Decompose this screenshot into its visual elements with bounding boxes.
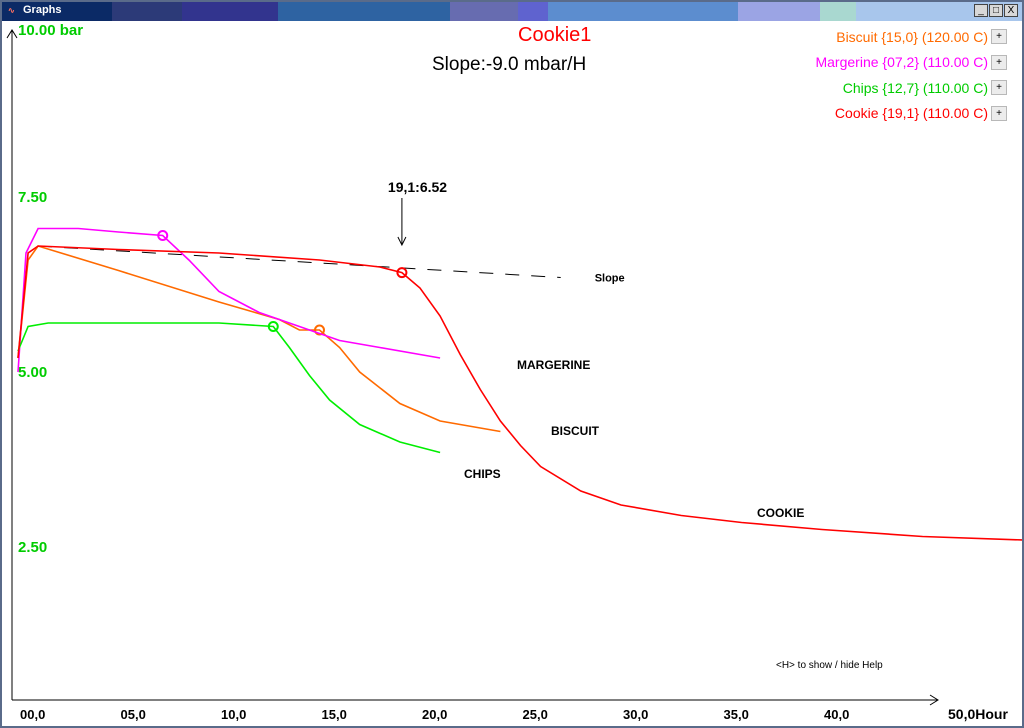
legend-add-button-cookie[interactable]: + [991,105,1007,121]
annotation-label: 19,1:6.52 [388,179,447,195]
maximize-button[interactable]: □ [989,4,1003,17]
legend-item-biscuit: Biscuit {15,0} (120.00 C) + [815,24,1007,50]
legend-add-button-chips[interactable]: + [991,80,1007,96]
x-tick-label: 15,0 [322,707,347,722]
series-label-cookie: COOKIE [757,506,804,520]
legend-item-margerine: Margerine {07,2} (110.00 C) + [815,50,1007,76]
series-marker-cookie [396,267,408,279]
chart-title: Cookie1 [518,24,592,46]
x-tick-label: 05,0 [121,707,146,722]
x-tick-label: 25,0 [523,707,548,722]
series-line-chips [17,322,441,454]
x-tick-label: 00,0 [20,707,45,722]
slope-label: Slope [595,273,625,285]
legend-label-chips: Chips {12,7} (110.00 C) [842,79,988,96]
y-axis-arrow [6,29,18,39]
x-tick-label: 30,0 [623,707,648,722]
legend-add-button-biscuit[interactable]: + [991,29,1007,45]
series-label-biscuit: BISCUIT [551,424,600,438]
x-tick-label: 40,0 [824,707,849,722]
annotation-arrowhead [397,236,407,247]
series-line-biscuit [17,245,501,433]
minimize-button[interactable]: _ [974,4,988,17]
x-tick-label: 10,0 [221,707,246,722]
title-bar: ∿ Graphs _ □ X [2,2,1022,21]
y-axis-top-label: 10.00 bar [18,22,83,39]
series-label-chips: CHIPS [464,467,501,481]
series-label-margerine: MARGERINE [517,358,590,372]
x-axis-unit-label: 50,0Hour [948,706,1008,722]
y-tick-label: 7.50 [18,189,47,206]
series-marker-margerine [157,230,169,241]
y-tick-label: 5.00 [18,364,47,381]
x-tick-label: 20,0 [422,707,447,722]
legend-add-button-margerine[interactable]: + [991,54,1007,70]
series-line-cookie [17,245,1022,541]
help-hint: <H> to show / hide Help [776,660,883,671]
y-tick-label: 2.50 [18,539,47,556]
series-line-margerine [17,227,441,373]
legend-item-chips: Chips {12,7} (110.00 C) + [815,75,1007,101]
legend-label-biscuit: Biscuit {15,0} (120.00 C) [836,28,988,45]
legend-item-cookie: Cookie {19,1} (110.00 C) + [815,101,1007,127]
series-marker-chips [267,321,279,332]
legend-label-margerine: Margerine {07,2} (110.00 C) [815,54,988,71]
x-tick-label: 35,0 [724,707,749,722]
close-button[interactable]: X [1004,4,1018,17]
series-marker-biscuit [314,324,325,336]
window-title: Graphs [23,4,62,16]
x-axis-arrow [929,694,939,706]
slope-line [38,245,561,278]
legend: Biscuit {15,0} (120.00 C) + Margerine {0… [815,24,1007,126]
chart-subtitle: Slope:-9.0 mbar/H [432,54,587,75]
legend-label-cookie: Cookie {19,1} (110.00 C) [834,105,988,122]
graph-app-icon: ∿ [8,5,15,15]
